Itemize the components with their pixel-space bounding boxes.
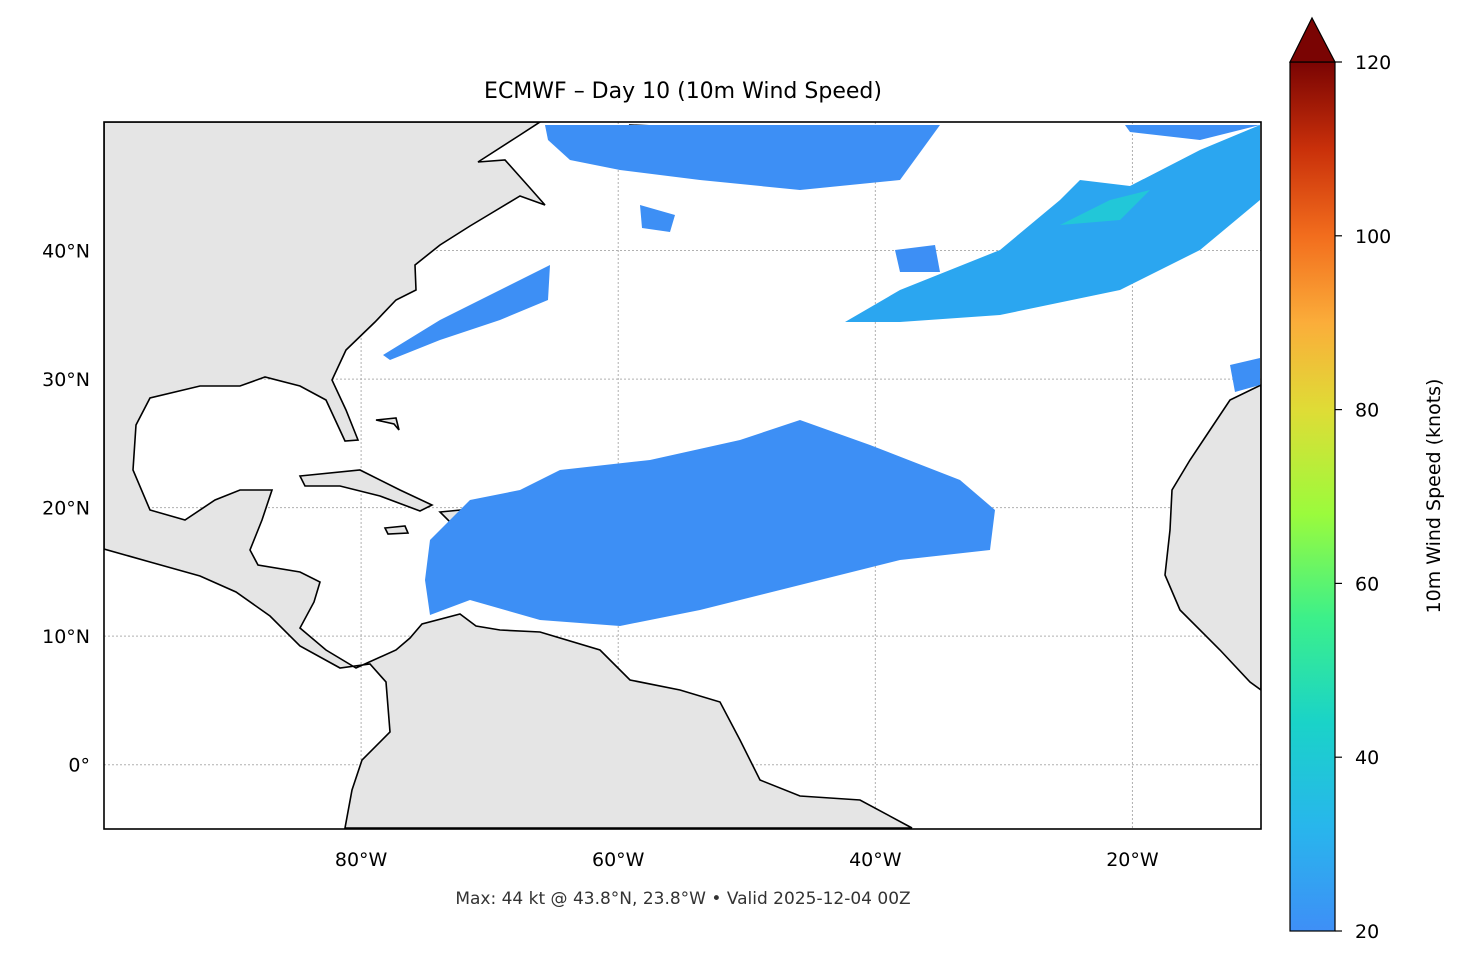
colorbar-tick-label: 100 bbox=[1355, 226, 1391, 248]
americas bbox=[104, 122, 913, 829]
wind-area bbox=[895, 245, 940, 272]
y-tick-label: 20°N bbox=[42, 498, 90, 520]
x-tick-label: 20°W bbox=[1106, 849, 1159, 871]
x-tick-label: 60°W bbox=[592, 849, 645, 871]
plot-frame bbox=[103, 121, 1262, 830]
x-tick-label: 40°W bbox=[849, 849, 902, 871]
x-axis: 80°W 60°W 40°W 20°W bbox=[335, 849, 1159, 871]
jamaica bbox=[383, 525, 410, 535]
y-axis: 0° 10°N 20°N 30°N 40°N bbox=[42, 241, 90, 777]
colorbar-tick-label: 60 bbox=[1355, 573, 1379, 595]
wind-area bbox=[640, 205, 675, 232]
wind-area bbox=[383, 265, 550, 360]
colorbar-tick-label: 40 bbox=[1355, 747, 1379, 769]
wind-field bbox=[383, 125, 1260, 626]
wind-area bbox=[425, 420, 995, 626]
footnote: Max: 44 kt @ 43.8°N, 23.8°W • Valid 2025… bbox=[455, 889, 910, 909]
y-tick-label: 40°N bbox=[42, 241, 90, 263]
x-tick-label: 80°W bbox=[335, 849, 388, 871]
colorbar-tick-label: 20 bbox=[1355, 921, 1379, 943]
cuba bbox=[298, 469, 434, 512]
y-tick-label: 10°N bbox=[42, 626, 90, 648]
colorbar-extend bbox=[1289, 16, 1336, 63]
wind-area bbox=[1060, 190, 1150, 225]
wind-area bbox=[1125, 125, 1260, 140]
wind-area bbox=[545, 125, 940, 190]
map-area bbox=[104, 122, 1261, 829]
wind-area bbox=[845, 125, 1260, 322]
colorbar: 10m Wind Speed (knots) 20 40 60 80 100 120 bbox=[1289, 16, 1445, 943]
colorbar-label: 10m Wind Speed (knots) bbox=[1423, 379, 1445, 614]
chart-title: ECMWF – Day 10 (10m Wind Speed) bbox=[484, 79, 882, 104]
bahamas bbox=[375, 417, 400, 431]
colorbar-ramp bbox=[1289, 61, 1336, 932]
colorbar-tick-label: 80 bbox=[1355, 400, 1379, 422]
africa bbox=[1164, 384, 1261, 691]
y-tick-label: 30°N bbox=[42, 369, 90, 391]
y-tick-label: 0° bbox=[68, 755, 90, 777]
wind-area bbox=[1230, 358, 1260, 392]
colorbar-tick-label: 120 bbox=[1355, 52, 1391, 74]
